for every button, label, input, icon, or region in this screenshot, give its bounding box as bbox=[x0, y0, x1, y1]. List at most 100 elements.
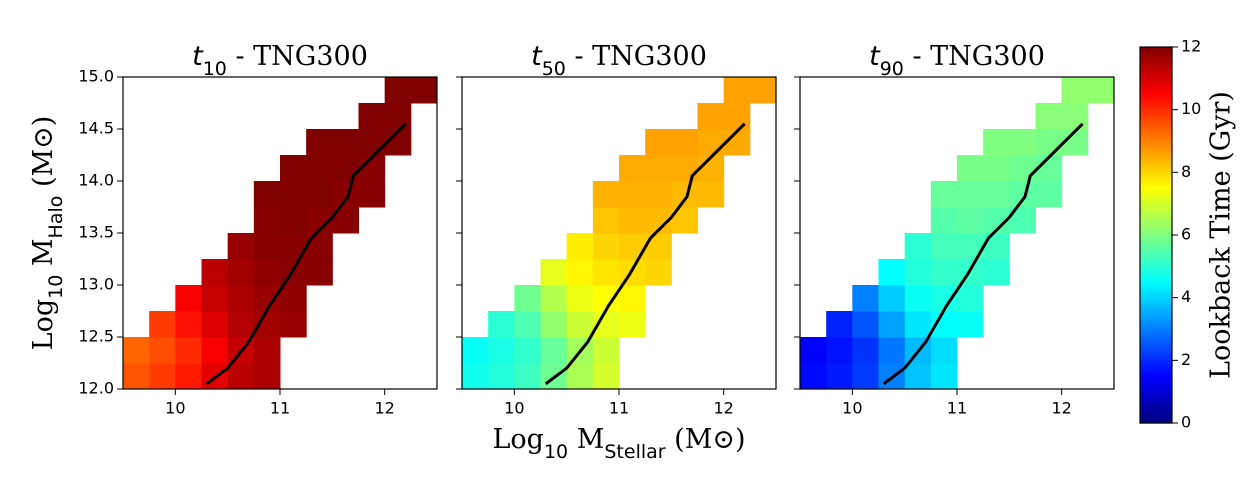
colorbar-step bbox=[1140, 125, 1172, 130]
colorbar-step bbox=[1140, 307, 1172, 311]
colorbar-step bbox=[1140, 62, 1172, 67]
colorbar-step bbox=[1140, 344, 1172, 349]
heatmap-cell bbox=[253, 207, 281, 234]
heatmap-cell bbox=[201, 285, 229, 312]
label-part: Stellar bbox=[604, 441, 665, 463]
heatmap-cell bbox=[957, 155, 984, 182]
colorbar-step bbox=[1140, 175, 1172, 180]
colorbar-step bbox=[1140, 363, 1172, 368]
heatmap-cell bbox=[358, 103, 386, 130]
colorbar-step bbox=[1140, 156, 1172, 161]
colorbar-step bbox=[1140, 225, 1172, 230]
colorbar-step bbox=[1140, 416, 1172, 421]
heatmap-cell bbox=[826, 337, 853, 364]
label-part: Log bbox=[28, 299, 59, 350]
colorbar-step bbox=[1140, 59, 1172, 64]
colorbar-step bbox=[1140, 413, 1172, 418]
colorbar-step bbox=[1140, 394, 1172, 399]
colorbar-step bbox=[1140, 250, 1172, 255]
colorbar-tick-label: 10 bbox=[1181, 99, 1201, 118]
y-tick-label: 15.0 bbox=[78, 67, 114, 86]
colorbar-step bbox=[1140, 81, 1172, 86]
heatmap-cell bbox=[930, 233, 958, 260]
colorbar-step bbox=[1140, 272, 1172, 277]
colorbar-step bbox=[1140, 191, 1172, 195]
label-part: t bbox=[869, 41, 881, 72]
colorbar-step bbox=[1140, 203, 1172, 208]
colorbar-step bbox=[1140, 159, 1172, 164]
heatmap-cell bbox=[671, 129, 698, 156]
colorbar-step bbox=[1140, 97, 1172, 101]
colorbar-step bbox=[1140, 291, 1172, 296]
heatmap-cell bbox=[983, 181, 1010, 208]
median-line bbox=[882, 122, 1084, 386]
colorbar-step bbox=[1140, 256, 1172, 261]
label-part: M bbox=[28, 238, 59, 274]
label-part: - TNG300 bbox=[566, 41, 707, 72]
heatmap-cell bbox=[410, 77, 438, 104]
colorbar-step bbox=[1140, 397, 1172, 402]
heatmap-cell bbox=[930, 337, 958, 364]
label-part: (M⊙) bbox=[666, 424, 746, 455]
y-tick-label: 14.0 bbox=[78, 171, 114, 190]
colorbar-step bbox=[1140, 219, 1172, 224]
colorbar-step bbox=[1140, 122, 1172, 126]
heatmap-cell bbox=[904, 259, 932, 286]
colorbar-step bbox=[1140, 222, 1172, 227]
heatmap-cell bbox=[280, 285, 307, 312]
heatmap-cell bbox=[514, 363, 541, 390]
colorbar-tick-label: 6 bbox=[1181, 225, 1191, 244]
heatmap-cell bbox=[723, 77, 751, 104]
y-tick-label: 12.0 bbox=[78, 379, 114, 398]
colorbar-tick-label: 8 bbox=[1181, 162, 1191, 181]
heatmap-cell bbox=[983, 129, 1010, 156]
colorbar-step bbox=[1140, 68, 1172, 73]
label-part: 10 bbox=[544, 441, 568, 463]
colorbar-step bbox=[1140, 391, 1172, 396]
label-part: 50 bbox=[542, 58, 566, 80]
colorbar-tick-label: 2 bbox=[1181, 350, 1191, 369]
heatmap-cell bbox=[201, 337, 229, 364]
heatmap-cell bbox=[619, 181, 646, 208]
colorbar-step bbox=[1140, 209, 1172, 214]
colorbar-step bbox=[1140, 213, 1172, 217]
colorbar-step bbox=[1140, 357, 1172, 361]
colorbar-step bbox=[1140, 253, 1172, 258]
x-tick-label: 12 bbox=[374, 399, 394, 418]
colorbar-step bbox=[1140, 144, 1172, 148]
heatmap-cell bbox=[619, 285, 646, 312]
colorbar-step bbox=[1140, 231, 1172, 236]
heatmap-cell bbox=[514, 337, 541, 364]
heatmap-cell bbox=[671, 181, 698, 208]
colorbar-step bbox=[1140, 128, 1172, 133]
heatmap-cell bbox=[723, 103, 751, 130]
colorbar-step bbox=[1140, 419, 1172, 424]
colorbar-step bbox=[1140, 50, 1172, 54]
colorbar-step bbox=[1140, 382, 1172, 386]
heatmap-cell bbox=[592, 259, 620, 286]
heatmap-cell bbox=[280, 311, 307, 338]
colorbar-step bbox=[1140, 294, 1172, 299]
heatmap-cell bbox=[904, 311, 932, 338]
colorbar-step bbox=[1140, 206, 1172, 211]
heatmap-cell bbox=[800, 337, 827, 364]
heatmap-cell bbox=[1009, 181, 1036, 208]
colorbar-step bbox=[1140, 112, 1172, 117]
heatmap-cell bbox=[930, 363, 958, 390]
heatmap-cell bbox=[800, 363, 827, 390]
heatmap-cell bbox=[253, 363, 281, 390]
colorbar-step bbox=[1140, 335, 1172, 339]
colorbar-step bbox=[1140, 404, 1172, 408]
colorbar-step bbox=[1140, 216, 1172, 220]
colorbar-step bbox=[1140, 134, 1172, 139]
colorbar-step bbox=[1140, 282, 1172, 286]
colorbar-step bbox=[1140, 241, 1172, 245]
heatmap-cell bbox=[540, 337, 568, 364]
heatmap-cell bbox=[852, 311, 879, 338]
colorbar-step bbox=[1140, 72, 1172, 76]
heatmap-cell bbox=[175, 337, 202, 364]
colorbar-step bbox=[1140, 278, 1172, 283]
colorbar-step bbox=[1140, 347, 1172, 352]
heatmap-cell bbox=[253, 233, 281, 260]
heatmap-cell bbox=[697, 129, 725, 156]
